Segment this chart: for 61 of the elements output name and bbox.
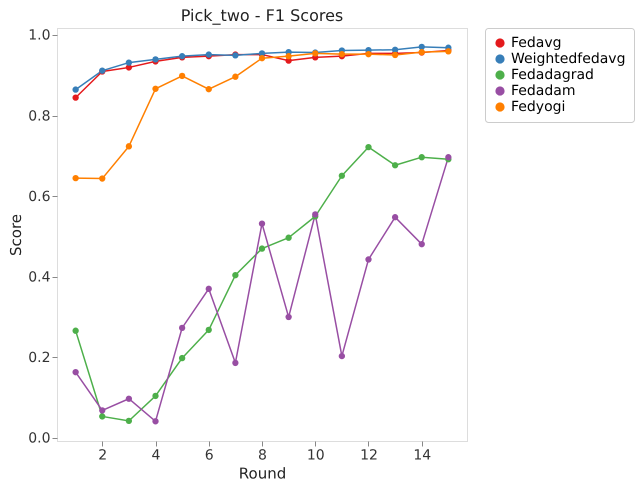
y-tick-label: 0.8 bbox=[28, 108, 50, 124]
point bbox=[392, 162, 398, 168]
point bbox=[258, 245, 266, 252]
x-tick-label: 14 bbox=[413, 448, 432, 464]
point bbox=[72, 86, 79, 93]
point bbox=[178, 354, 186, 362]
point bbox=[338, 172, 346, 179]
y-tick-label: 0.4 bbox=[28, 269, 51, 286]
point bbox=[206, 326, 212, 334]
point bbox=[232, 360, 239, 366]
point bbox=[206, 286, 212, 292]
point bbox=[418, 44, 425, 50]
legend-label: Weightedfedavg bbox=[511, 51, 626, 67]
point bbox=[365, 256, 372, 263]
point bbox=[258, 220, 266, 227]
y-tick-label: 1.0 bbox=[28, 28, 50, 44]
point bbox=[72, 174, 79, 182]
x-tick-label: 6 bbox=[204, 448, 214, 464]
point bbox=[126, 59, 132, 66]
point bbox=[126, 143, 132, 150]
point bbox=[392, 214, 398, 220]
point bbox=[72, 328, 79, 334]
point bbox=[258, 55, 266, 62]
point bbox=[178, 72, 186, 80]
legend-label: Fedadagrad bbox=[511, 67, 594, 83]
x-tick-label: 4 bbox=[152, 448, 161, 464]
legend-label: Fedavg bbox=[511, 35, 562, 51]
point bbox=[152, 86, 159, 92]
x-tick-label: 12 bbox=[360, 448, 378, 464]
y-tick-label: 0.2 bbox=[28, 350, 50, 366]
point bbox=[178, 324, 186, 332]
point bbox=[365, 144, 372, 150]
legend-label: Fedadam bbox=[511, 83, 576, 99]
point bbox=[152, 418, 159, 424]
y-tick-label: 0.0 bbox=[28, 430, 50, 446]
point bbox=[285, 53, 292, 60]
point bbox=[285, 234, 292, 241]
chart-title: Pick_two - F1 Scores bbox=[180, 6, 344, 25]
x-tick-label: 8 bbox=[258, 448, 267, 464]
point bbox=[152, 392, 159, 400]
point bbox=[338, 352, 346, 360]
point bbox=[126, 418, 132, 424]
point bbox=[126, 396, 132, 402]
point bbox=[285, 314, 292, 320]
x-axis-title: Round bbox=[238, 464, 286, 482]
x-tick-label: 10 bbox=[306, 448, 325, 464]
point bbox=[99, 413, 106, 420]
point bbox=[72, 369, 79, 376]
point bbox=[99, 175, 106, 182]
point bbox=[232, 272, 239, 278]
point bbox=[418, 154, 425, 160]
legend-label: Fedyogi bbox=[511, 99, 566, 115]
y-tick-label: 0.6 bbox=[28, 188, 51, 205]
point bbox=[418, 241, 425, 248]
point bbox=[392, 46, 398, 53]
point bbox=[206, 86, 212, 92]
y-axis-title: Score bbox=[7, 214, 26, 256]
point bbox=[232, 74, 239, 80]
point bbox=[72, 94, 79, 101]
point bbox=[99, 407, 106, 414]
x-tick-label: 2 bbox=[98, 448, 108, 464]
